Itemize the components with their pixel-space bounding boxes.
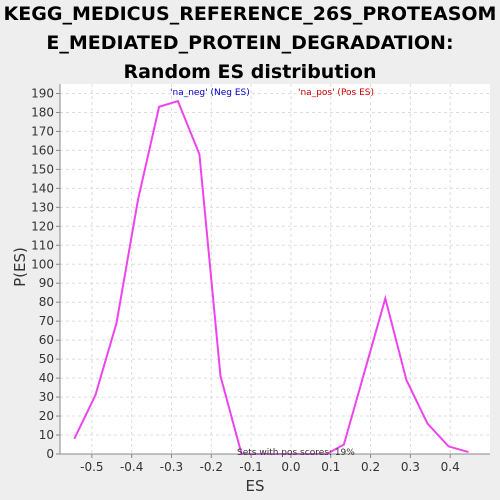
x-tick-label: -0.5: [80, 460, 103, 474]
chart-title-line-3: Random ES distribution: [123, 61, 377, 83]
x-tick-label: -0.4: [120, 460, 143, 474]
y-tick-label: 190: [31, 86, 54, 100]
y-tick-label: 50: [39, 352, 54, 366]
y-tick-label: 110: [31, 238, 54, 252]
x-tick-label: 0.2: [361, 460, 380, 474]
x-tick-label: 0.3: [401, 460, 420, 474]
y-tick-label: 20: [39, 409, 54, 423]
legend-neg-es: 'na_neg' (Neg ES): [170, 88, 250, 98]
y-tick-label: 0: [46, 447, 54, 461]
y-tick-label: 80: [39, 295, 54, 309]
y-tick-label: 160: [31, 143, 54, 157]
x-tick-label: 0.4: [441, 460, 460, 474]
y-tick-label: 30: [39, 390, 54, 404]
x-tick-label: -0.3: [160, 460, 183, 474]
x-tick-label: -0.2: [200, 460, 223, 474]
x-tick-label: -0.1: [239, 460, 262, 474]
chart-title: KEGG_MEDICUS_REFERENCE_26S_PROTEASOM E_M…: [0, 0, 500, 83]
y-tick-label: 10: [39, 428, 54, 442]
y-tick-label: 70: [39, 314, 54, 328]
y-tick-label: 120: [31, 219, 54, 233]
y-tick-label: 90: [39, 276, 54, 290]
chart-title-line-1: KEGG_MEDICUS_REFERENCE_26S_PROTEASOM: [3, 3, 497, 25]
grid: [60, 84, 490, 455]
plot-area: [60, 84, 490, 454]
y-axis-label: P(ES): [11, 247, 29, 287]
y-tick-label: 150: [31, 162, 54, 176]
y-tick-label: 140: [31, 181, 54, 195]
y-tick-label: 170: [31, 124, 54, 138]
y-tick-label: 130: [31, 200, 54, 214]
y-tick-label: 40: [39, 371, 54, 385]
y-tick-label: 60: [39, 333, 54, 347]
legend-pos-es: 'na_pos' (Pos ES): [298, 88, 374, 98]
x-axis-label: ES: [246, 477, 265, 495]
y-tick-label: 180: [31, 105, 54, 119]
x-tick-label: 0.1: [321, 460, 340, 474]
y-tick-label: 100: [31, 257, 54, 271]
chart-title-line-2: E_MEDIATED_PROTEIN_DEGRADATION:: [46, 32, 454, 54]
pos-scores-annotation: Sets with pos scores: 19%: [237, 448, 355, 458]
ticks: 0 10 20 30 40 50 60 70 80 90 100 110 120 130 140 150 160…: [31, 86, 460, 474]
x-tick-label: 0.0: [281, 460, 300, 474]
